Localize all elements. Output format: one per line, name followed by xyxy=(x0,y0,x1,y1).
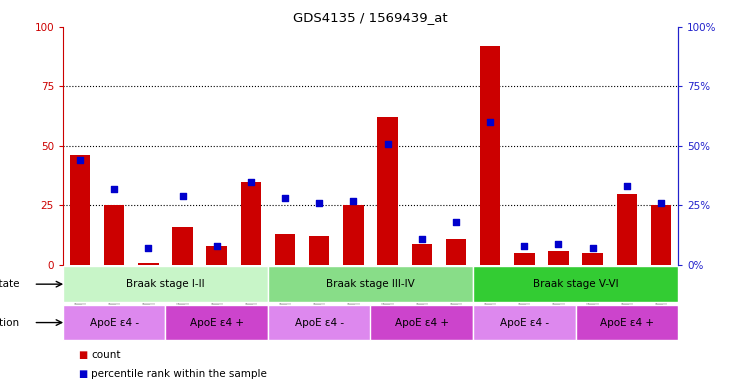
Point xyxy=(518,243,530,249)
Text: Braak stage I-II: Braak stage I-II xyxy=(126,279,205,289)
Point xyxy=(108,186,120,192)
Bar xyxy=(138,263,159,265)
Text: ■: ■ xyxy=(78,369,87,379)
Point xyxy=(348,198,359,204)
Bar xyxy=(514,253,534,265)
Point xyxy=(210,243,222,249)
Bar xyxy=(104,205,124,265)
Point xyxy=(484,119,496,125)
Point xyxy=(587,245,599,252)
Point xyxy=(382,141,393,147)
Point xyxy=(450,219,462,225)
Bar xyxy=(207,246,227,265)
Text: Braak stage III-IV: Braak stage III-IV xyxy=(326,279,415,289)
Text: ApoE ε4 -: ApoE ε4 - xyxy=(90,318,139,328)
Bar xyxy=(63,266,268,302)
Bar xyxy=(343,205,364,265)
Point xyxy=(74,157,86,163)
Bar xyxy=(582,253,603,265)
Bar xyxy=(165,305,268,340)
Bar xyxy=(480,46,500,265)
Text: percentile rank within the sample: percentile rank within the sample xyxy=(91,369,267,379)
Bar xyxy=(275,234,296,265)
Bar xyxy=(70,156,90,265)
Bar xyxy=(309,237,330,265)
Bar xyxy=(268,266,473,302)
Text: genotype/variation: genotype/variation xyxy=(0,318,20,328)
Text: ApoE ε4 +: ApoE ε4 + xyxy=(190,318,244,328)
Point xyxy=(313,200,325,206)
Bar xyxy=(473,266,678,302)
Bar xyxy=(445,239,466,265)
Text: count: count xyxy=(91,350,121,360)
Text: Braak stage V-VI: Braak stage V-VI xyxy=(533,279,618,289)
Point xyxy=(553,240,565,247)
Point xyxy=(416,236,428,242)
Bar xyxy=(241,182,261,265)
Bar xyxy=(173,227,193,265)
Text: disease state: disease state xyxy=(0,279,20,289)
Point xyxy=(621,183,633,189)
Bar xyxy=(651,205,671,265)
Bar xyxy=(63,305,165,340)
Bar xyxy=(473,305,576,340)
Bar xyxy=(576,305,678,340)
Bar xyxy=(268,305,370,340)
Text: ApoE ε4 +: ApoE ε4 + xyxy=(599,318,654,328)
Bar xyxy=(617,194,637,265)
Bar xyxy=(377,118,398,265)
Point xyxy=(655,200,667,206)
Title: GDS4135 / 1569439_at: GDS4135 / 1569439_at xyxy=(293,11,448,24)
Text: ApoE ε4 -: ApoE ε4 - xyxy=(499,318,549,328)
Point xyxy=(142,245,154,252)
Text: ApoE ε4 +: ApoE ε4 + xyxy=(395,318,449,328)
Text: ApoE ε4 -: ApoE ε4 - xyxy=(295,318,344,328)
Point xyxy=(245,179,257,185)
Bar xyxy=(370,305,473,340)
Bar xyxy=(548,251,568,265)
Bar xyxy=(411,243,432,265)
Point xyxy=(176,193,188,199)
Text: ■: ■ xyxy=(78,350,87,360)
Point xyxy=(279,195,291,201)
